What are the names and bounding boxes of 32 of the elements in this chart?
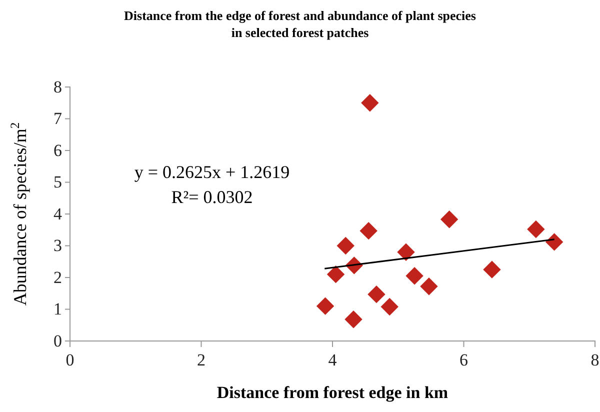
point bbox=[326, 265, 345, 284]
point bbox=[360, 222, 378, 240]
point bbox=[406, 267, 424, 285]
point bbox=[361, 94, 379, 112]
x-axis-title: Distance from forest edge in km bbox=[216, 383, 448, 402]
x-tick-label: 4 bbox=[328, 350, 338, 370]
x-tick-label: 2 bbox=[197, 350, 206, 370]
point bbox=[368, 285, 386, 304]
y-tick-label: 1 bbox=[54, 300, 62, 319]
x-tick-label: 8 bbox=[590, 350, 600, 370]
y-tick-label: 7 bbox=[54, 109, 62, 128]
y-tick-label: 4 bbox=[54, 204, 62, 224]
x-tick-label: 6 bbox=[460, 350, 468, 370]
annotation: y = 0.2625x + 1.2619 R²= 0.0302 bbox=[134, 162, 290, 207]
point bbox=[440, 210, 458, 228]
x-tick-label: 0 bbox=[66, 350, 74, 370]
point bbox=[316, 297, 334, 315]
y-tick-label: 2 bbox=[54, 268, 62, 287]
point bbox=[397, 243, 415, 261]
point bbox=[527, 220, 545, 238]
y-tick-label: 0 bbox=[54, 331, 62, 350]
chart-title: Distance from the edge of forest and abundance of plant species in selected forest patches bbox=[124, 8, 476, 40]
y-tick-label: 6 bbox=[54, 140, 62, 160]
point bbox=[545, 233, 564, 251]
y-tick-label: 5 bbox=[54, 172, 62, 192]
point bbox=[483, 260, 501, 278]
point bbox=[420, 278, 438, 296]
point bbox=[344, 310, 362, 328]
point bbox=[380, 298, 398, 316]
point bbox=[336, 236, 354, 255]
y-tick-label: 3 bbox=[54, 236, 62, 256]
y-tick-label: 8 bbox=[54, 77, 62, 96]
